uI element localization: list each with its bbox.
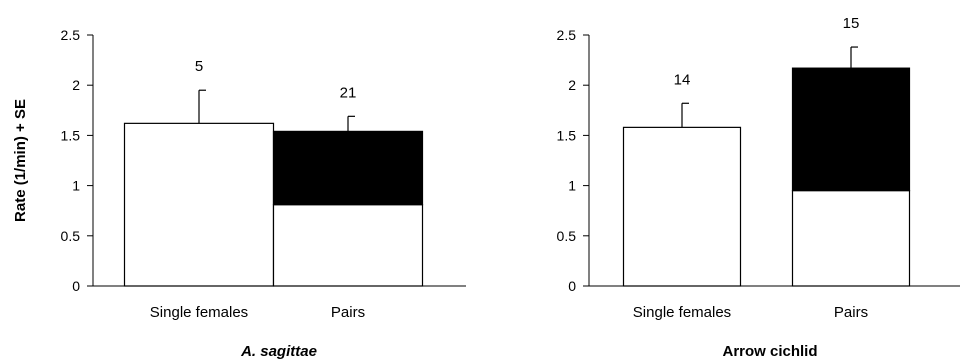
chart-2-y-tick-label: 1.5 [557, 127, 577, 143]
chart-2-y-tick-label: 1 [568, 178, 576, 194]
chart-2-category-label-1: Single females [633, 304, 731, 321]
chart-1-y-tick-label: 0.5 [61, 228, 81, 244]
chart-1-y-tick-label: 1 [72, 178, 80, 194]
chart-2-sample-size-2: 15 [843, 15, 860, 32]
chart-1-bar-2-segment-2 [272, 130, 424, 206]
chart-2-sample-size-1: 14 [674, 71, 691, 88]
chart-1-sample-size-1: 5 [195, 58, 203, 75]
chart-1-y-tick-label: 1.5 [61, 127, 81, 143]
chart-2-bar-1-segment-1 [622, 126, 742, 287]
chart-1: 0 0.5 1 1.5 2 2.5 5 Single females 21 Pairs Rate (… [12, 27, 466, 360]
chart-2-category-label-2: Pairs [834, 304, 868, 321]
chart-2-bar-2-segment-1 [791, 190, 911, 287]
chart-1-bar-1-segment-1 [123, 122, 275, 287]
chart-2-title: Arrow cichlid [722, 343, 817, 360]
chart-1-y-axis-label: Rate (1/min) + SE [12, 99, 29, 222]
chart-1-sample-size-2: 21 [340, 84, 357, 101]
chart-1-bar-2-segment-1 [272, 204, 424, 287]
chart-1-y-tick-label: 2.5 [61, 27, 81, 43]
chart-1-y-tick-label: 0 [72, 278, 80, 294]
chart-2-bar-2-segment-2 [791, 67, 911, 192]
chart-2-y-tick-label: 2.5 [557, 27, 577, 43]
chart-2: 0 0.5 1 1.5 2 2.5 14 Single females 15 Pairs Arrow… [557, 15, 960, 360]
chart-1-category-label-1: Single females [150, 304, 248, 321]
chart-2-y-tick-label: 0.5 [557, 228, 577, 244]
chart-2-y-tick-label: 2 [568, 77, 576, 93]
chart-1-title: A. sagittae [240, 343, 317, 360]
chart-2-y-tick-label: 0 [568, 278, 576, 294]
chart-1-category-label-2: Pairs [331, 304, 365, 321]
chart-1-y-tick-label: 2 [72, 77, 80, 93]
